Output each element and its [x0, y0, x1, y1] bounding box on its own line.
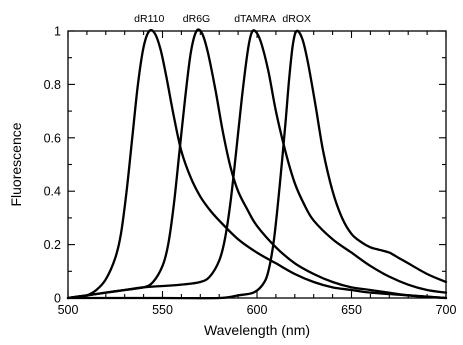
series-label-dtamra: dTAMRA [234, 13, 276, 25]
series-label-dr110: dR110 [134, 13, 164, 25]
series-line-dr110 [66, 28, 448, 300]
x-axis-title: Wavelength (nm) [204, 322, 310, 338]
series-labels: dR110 dR6G dTAMRA dROX [134, 13, 311, 25]
y-tick-label: 0.6 [44, 131, 61, 145]
y-tick-label: 0.8 [44, 78, 61, 92]
series-label-drox: dROX [282, 13, 311, 25]
spectra-curves [66, 28, 448, 300]
x-tick-label: 650 [341, 303, 362, 317]
series-label-dr6g: dR6G [183, 13, 210, 25]
tick-labels: 500 550 600 650 700 0 0.2 0.4 0.6 0.8 1 [44, 25, 457, 318]
series-line-drox [66, 29, 448, 300]
x-tick-label: 700 [436, 303, 457, 317]
y-axis-title: Fluorescence [8, 122, 24, 206]
x-tick-label: 600 [247, 303, 268, 317]
y-tick-label: 0 [54, 292, 61, 306]
series-line-dr6g [66, 28, 448, 300]
plot-frame [67, 30, 447, 299]
x-tick-label: 500 [58, 303, 79, 317]
y-tick-label: 0.4 [44, 185, 61, 199]
x-tick-label: 550 [152, 303, 173, 317]
series-line-dtamra [66, 29, 448, 300]
y-tick-label: 1 [54, 25, 61, 39]
tick-marks [67, 30, 447, 299]
y-tick-label: 0.2 [44, 238, 61, 252]
